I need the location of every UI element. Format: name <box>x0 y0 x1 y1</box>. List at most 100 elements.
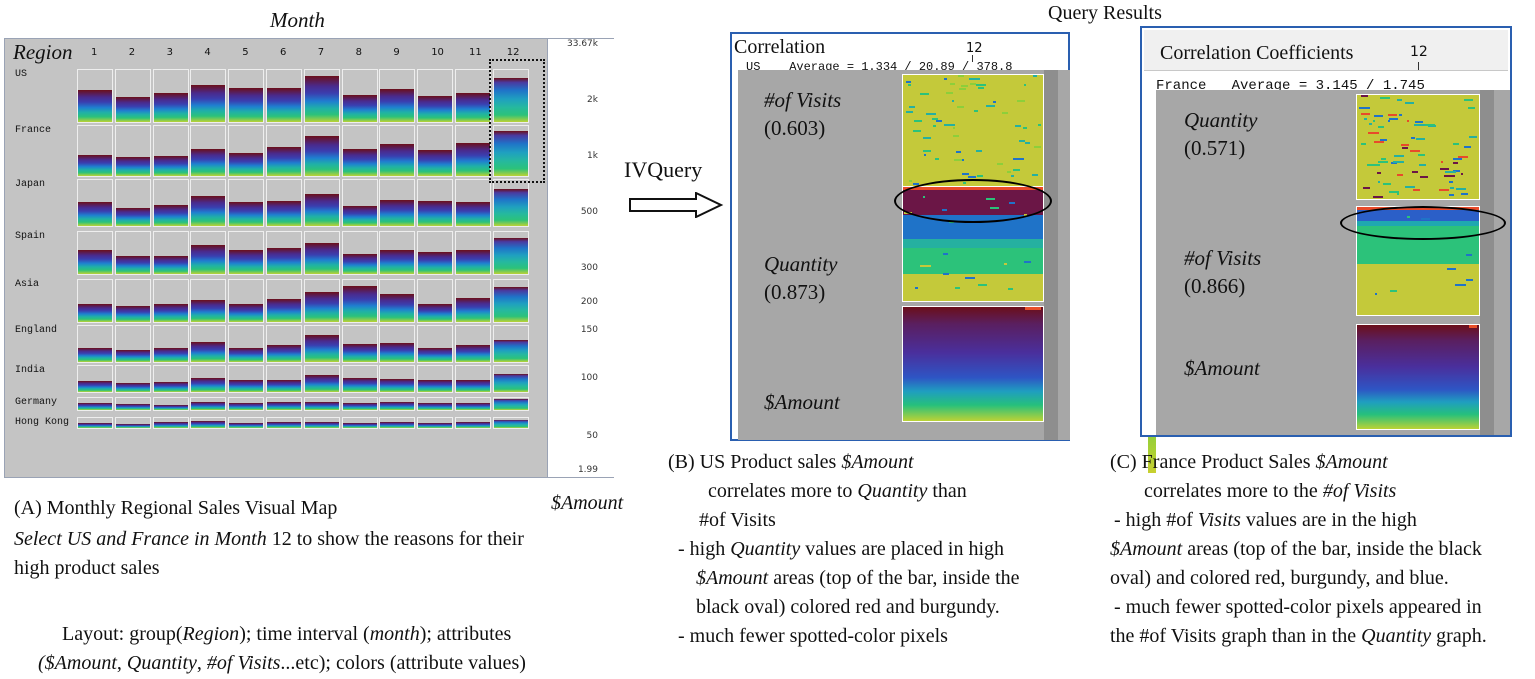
region-month-cell[interactable] <box>190 365 227 393</box>
region-month-cell[interactable] <box>190 325 227 363</box>
region-month-cell[interactable] <box>77 417 113 429</box>
region-month-cell[interactable] <box>303 179 340 227</box>
region-month-cell[interactable] <box>341 417 378 429</box>
region-month-cell[interactable] <box>455 417 491 429</box>
region-month-cell[interactable] <box>492 231 529 275</box>
region-month-cell[interactable] <box>266 231 302 275</box>
region-month-cell[interactable] <box>455 231 491 275</box>
region-month-cell[interactable] <box>152 279 189 323</box>
region-month-cell[interactable] <box>152 397 189 411</box>
region-month-cell[interactable] <box>341 365 378 393</box>
region-month-cell[interactable] <box>152 417 189 429</box>
region-month-cell[interactable] <box>455 179 491 227</box>
region-month-cell[interactable] <box>492 125 529 177</box>
region-month-cell[interactable] <box>152 325 189 363</box>
region-month-cell[interactable] <box>77 279 113 323</box>
region-month-cell[interactable] <box>379 279 416 323</box>
region-month-cell[interactable] <box>341 125 378 177</box>
region-month-cell[interactable] <box>266 279 302 323</box>
region-month-cell[interactable] <box>492 417 529 429</box>
region-month-cell[interactable] <box>152 69 189 123</box>
region-month-cell[interactable] <box>152 365 189 393</box>
region-month-cell[interactable] <box>152 125 189 177</box>
region-month-cell[interactable] <box>417 69 454 123</box>
region-month-cell[interactable] <box>379 365 416 393</box>
selection-box-month-12[interactable] <box>489 59 545 183</box>
region-month-cell[interactable] <box>379 69 416 123</box>
region-month-cell[interactable] <box>190 179 227 227</box>
region-month-cell[interactable] <box>341 279 378 323</box>
region-month-cell[interactable] <box>379 231 416 275</box>
region-month-cell[interactable] <box>455 325 491 363</box>
region-month-cell[interactable] <box>228 365 265 393</box>
region-month-cell[interactable] <box>228 417 265 429</box>
region-month-cell[interactable] <box>492 179 529 227</box>
region-month-cell[interactable] <box>417 417 454 429</box>
region-month-cell[interactable] <box>114 365 151 393</box>
region-month-cell[interactable] <box>228 69 265 123</box>
region-month-cell[interactable] <box>266 365 302 393</box>
region-month-cell[interactable] <box>341 325 378 363</box>
region-month-cell[interactable] <box>152 179 189 227</box>
region-month-cell[interactable] <box>77 69 113 123</box>
region-month-cell[interactable] <box>266 179 302 227</box>
region-month-cell[interactable] <box>114 125 151 177</box>
region-month-cell[interactable] <box>492 325 529 363</box>
region-month-cell[interactable] <box>114 69 151 123</box>
region-month-cell[interactable] <box>303 231 340 275</box>
region-month-cell[interactable] <box>190 125 227 177</box>
region-month-cell[interactable] <box>492 279 529 323</box>
region-month-cell[interactable] <box>417 125 454 177</box>
region-month-cell[interactable] <box>492 69 529 123</box>
region-month-cell[interactable] <box>114 417 151 429</box>
region-month-cell[interactable] <box>266 397 302 411</box>
region-month-cell[interactable] <box>455 279 491 323</box>
region-month-cell[interactable] <box>492 397 529 411</box>
region-month-cell[interactable] <box>303 69 340 123</box>
region-month-cell[interactable] <box>266 325 302 363</box>
region-month-cell[interactable] <box>190 279 227 323</box>
region-month-cell[interactable] <box>455 69 491 123</box>
region-month-cell[interactable] <box>455 125 491 177</box>
region-month-cell[interactable] <box>77 397 113 411</box>
region-month-cell[interactable] <box>303 325 340 363</box>
region-month-cell[interactable] <box>417 397 454 411</box>
region-month-cell[interactable] <box>228 397 265 411</box>
region-month-cell[interactable] <box>228 125 265 177</box>
region-month-cell[interactable] <box>190 417 227 429</box>
region-month-cell[interactable] <box>303 125 340 177</box>
region-month-cell[interactable] <box>417 279 454 323</box>
region-month-cell[interactable] <box>379 397 416 411</box>
region-month-cell[interactable] <box>190 231 227 275</box>
region-month-cell[interactable] <box>492 365 529 393</box>
region-month-cell[interactable] <box>455 397 491 411</box>
region-month-cell[interactable] <box>77 325 113 363</box>
region-month-cell[interactable] <box>379 417 416 429</box>
region-month-cell[interactable] <box>77 125 113 177</box>
region-month-cell[interactable] <box>303 397 340 411</box>
region-month-cell[interactable] <box>379 179 416 227</box>
region-month-cell[interactable] <box>152 231 189 275</box>
region-month-cell[interactable] <box>77 231 113 275</box>
region-month-cell[interactable] <box>455 365 491 393</box>
region-month-cell[interactable] <box>379 125 416 177</box>
region-month-cell[interactable] <box>228 179 265 227</box>
region-month-cell[interactable] <box>228 325 265 363</box>
region-month-cell[interactable] <box>417 325 454 363</box>
region-month-cell[interactable] <box>77 365 113 393</box>
region-month-cell[interactable] <box>114 231 151 275</box>
region-month-cell[interactable] <box>114 325 151 363</box>
region-month-cell[interactable] <box>341 231 378 275</box>
region-month-cell[interactable] <box>341 69 378 123</box>
region-month-cell[interactable] <box>303 417 340 429</box>
region-month-cell[interactable] <box>341 397 378 411</box>
region-month-cell[interactable] <box>303 365 340 393</box>
region-month-cell[interactable] <box>379 325 416 363</box>
region-month-cell[interactable] <box>190 397 227 411</box>
region-month-cell[interactable] <box>341 179 378 227</box>
region-month-cell[interactable] <box>417 231 454 275</box>
region-month-cell[interactable] <box>266 125 302 177</box>
region-month-cell[interactable] <box>114 397 151 411</box>
region-month-cell[interactable] <box>303 279 340 323</box>
region-month-cell[interactable] <box>417 179 454 227</box>
